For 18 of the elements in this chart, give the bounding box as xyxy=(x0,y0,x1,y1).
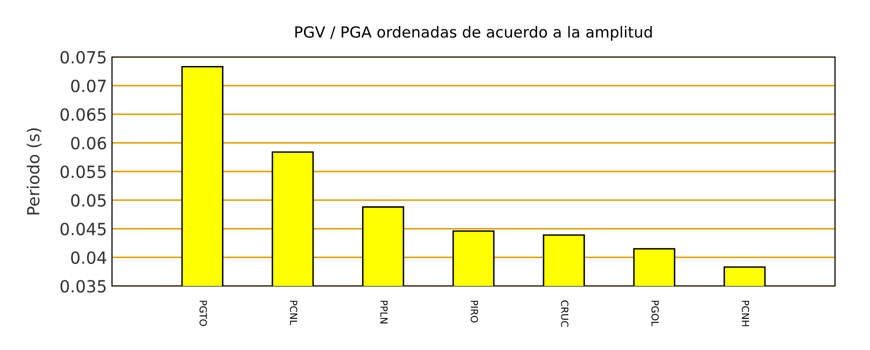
y-axis-title: Periodo (s) xyxy=(26,128,42,214)
x-tick-label: PCNH xyxy=(742,300,750,326)
y-tick-label: 0.06 xyxy=(71,136,106,150)
y-tick-label: 0.07 xyxy=(71,80,106,92)
y-tick-label: 0.065 xyxy=(60,108,106,121)
y-tick-label: 0.035 xyxy=(60,280,106,293)
x-tick-label: CRUC xyxy=(561,300,568,327)
y-tick-label: 0.05 xyxy=(71,194,106,207)
chart-title: PGV / PGA ordenadas de acuerdo a la amplitud xyxy=(295,26,652,41)
y-tick-label: 0.075 xyxy=(60,50,106,64)
x-tick-label: PIRO xyxy=(470,300,478,322)
x-tick-label: PGOL xyxy=(651,300,659,326)
x-tick-label: PGTO xyxy=(200,300,207,326)
y-tick-label: 0.04 xyxy=(71,251,106,264)
x-tick-label: PCNL xyxy=(290,300,298,326)
x-tick-label: PPLN xyxy=(380,300,388,324)
y-tick-label: 0.045 xyxy=(60,222,106,236)
y-tick-label: 0.055 xyxy=(60,165,106,178)
